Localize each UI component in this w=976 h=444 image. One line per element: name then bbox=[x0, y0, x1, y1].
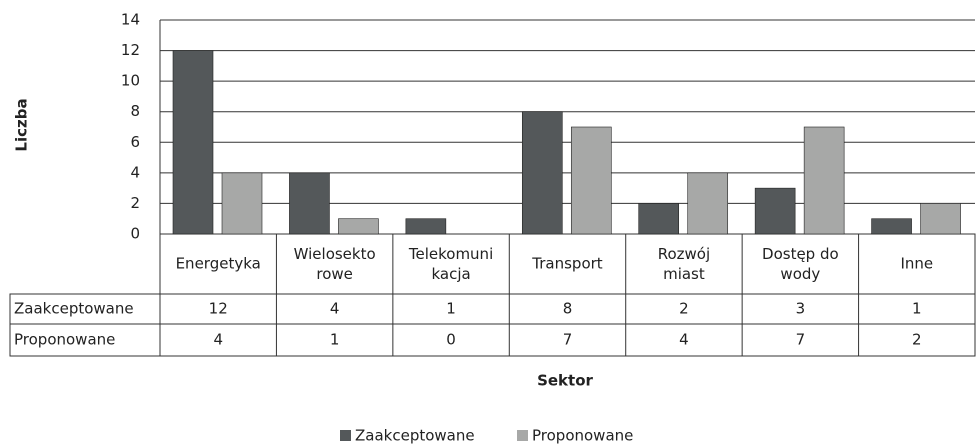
bar bbox=[338, 218, 379, 235]
table-value: 12 bbox=[209, 300, 228, 318]
x-tick-label: Wielosekto rowe bbox=[294, 245, 376, 283]
legend-label: Proponowane bbox=[532, 427, 633, 444]
table-value: 1 bbox=[912, 300, 922, 318]
table-value: 7 bbox=[796, 331, 806, 349]
bar bbox=[570, 126, 612, 235]
bar bbox=[871, 218, 912, 235]
bar bbox=[221, 172, 263, 235]
bar bbox=[289, 172, 330, 235]
table-value: 7 bbox=[563, 331, 573, 349]
table-frame bbox=[9, 293, 976, 357]
table-value: 2 bbox=[912, 331, 922, 349]
x-tick-label: Inne bbox=[900, 255, 933, 273]
bar bbox=[754, 187, 796, 235]
x-tick-label: Transport bbox=[531, 255, 603, 273]
table-value: 1 bbox=[330, 331, 340, 349]
table-value: 3 bbox=[796, 300, 806, 318]
table-value: 4 bbox=[330, 300, 340, 318]
table-row-label: Zaakceptowane bbox=[14, 300, 134, 318]
y-tick-label: 12 bbox=[121, 41, 140, 59]
bar bbox=[687, 172, 729, 235]
y-tick-label: 2 bbox=[130, 194, 140, 212]
bar bbox=[920, 203, 961, 235]
x-tick-label: Telekomuni kacja bbox=[408, 245, 493, 283]
y-tick-label: 14 bbox=[121, 11, 140, 29]
table-value: 4 bbox=[213, 331, 223, 349]
legend-swatch bbox=[340, 430, 351, 441]
bar bbox=[803, 126, 845, 235]
bar bbox=[638, 203, 680, 235]
y-tick-label: 6 bbox=[130, 133, 140, 151]
x-axis-label: Sektor bbox=[537, 372, 593, 390]
x-tick-label: Dostęp do wody bbox=[762, 245, 839, 283]
y-tick-label: 10 bbox=[121, 72, 140, 90]
x-tick-label: Energetyka bbox=[176, 255, 261, 273]
legend-label: Zaakceptowane bbox=[355, 427, 475, 444]
table-value: 0 bbox=[446, 331, 456, 349]
bar bbox=[172, 50, 214, 235]
y-axis-label: Liczba bbox=[13, 98, 31, 151]
x-tick-label: Rozwój miast bbox=[658, 245, 710, 283]
y-tick-label: 0 bbox=[130, 225, 140, 243]
legend-swatch bbox=[517, 430, 528, 441]
table-value: 2 bbox=[679, 300, 689, 318]
y-tick-label: 4 bbox=[130, 163, 140, 181]
y-tick-label: 8 bbox=[130, 102, 140, 120]
table-value: 1 bbox=[446, 300, 456, 318]
table-value: 8 bbox=[563, 300, 573, 318]
bar bbox=[521, 111, 563, 235]
table-row-label: Proponowane bbox=[14, 331, 115, 349]
table-value: 4 bbox=[679, 331, 689, 349]
bar bbox=[405, 218, 447, 235]
